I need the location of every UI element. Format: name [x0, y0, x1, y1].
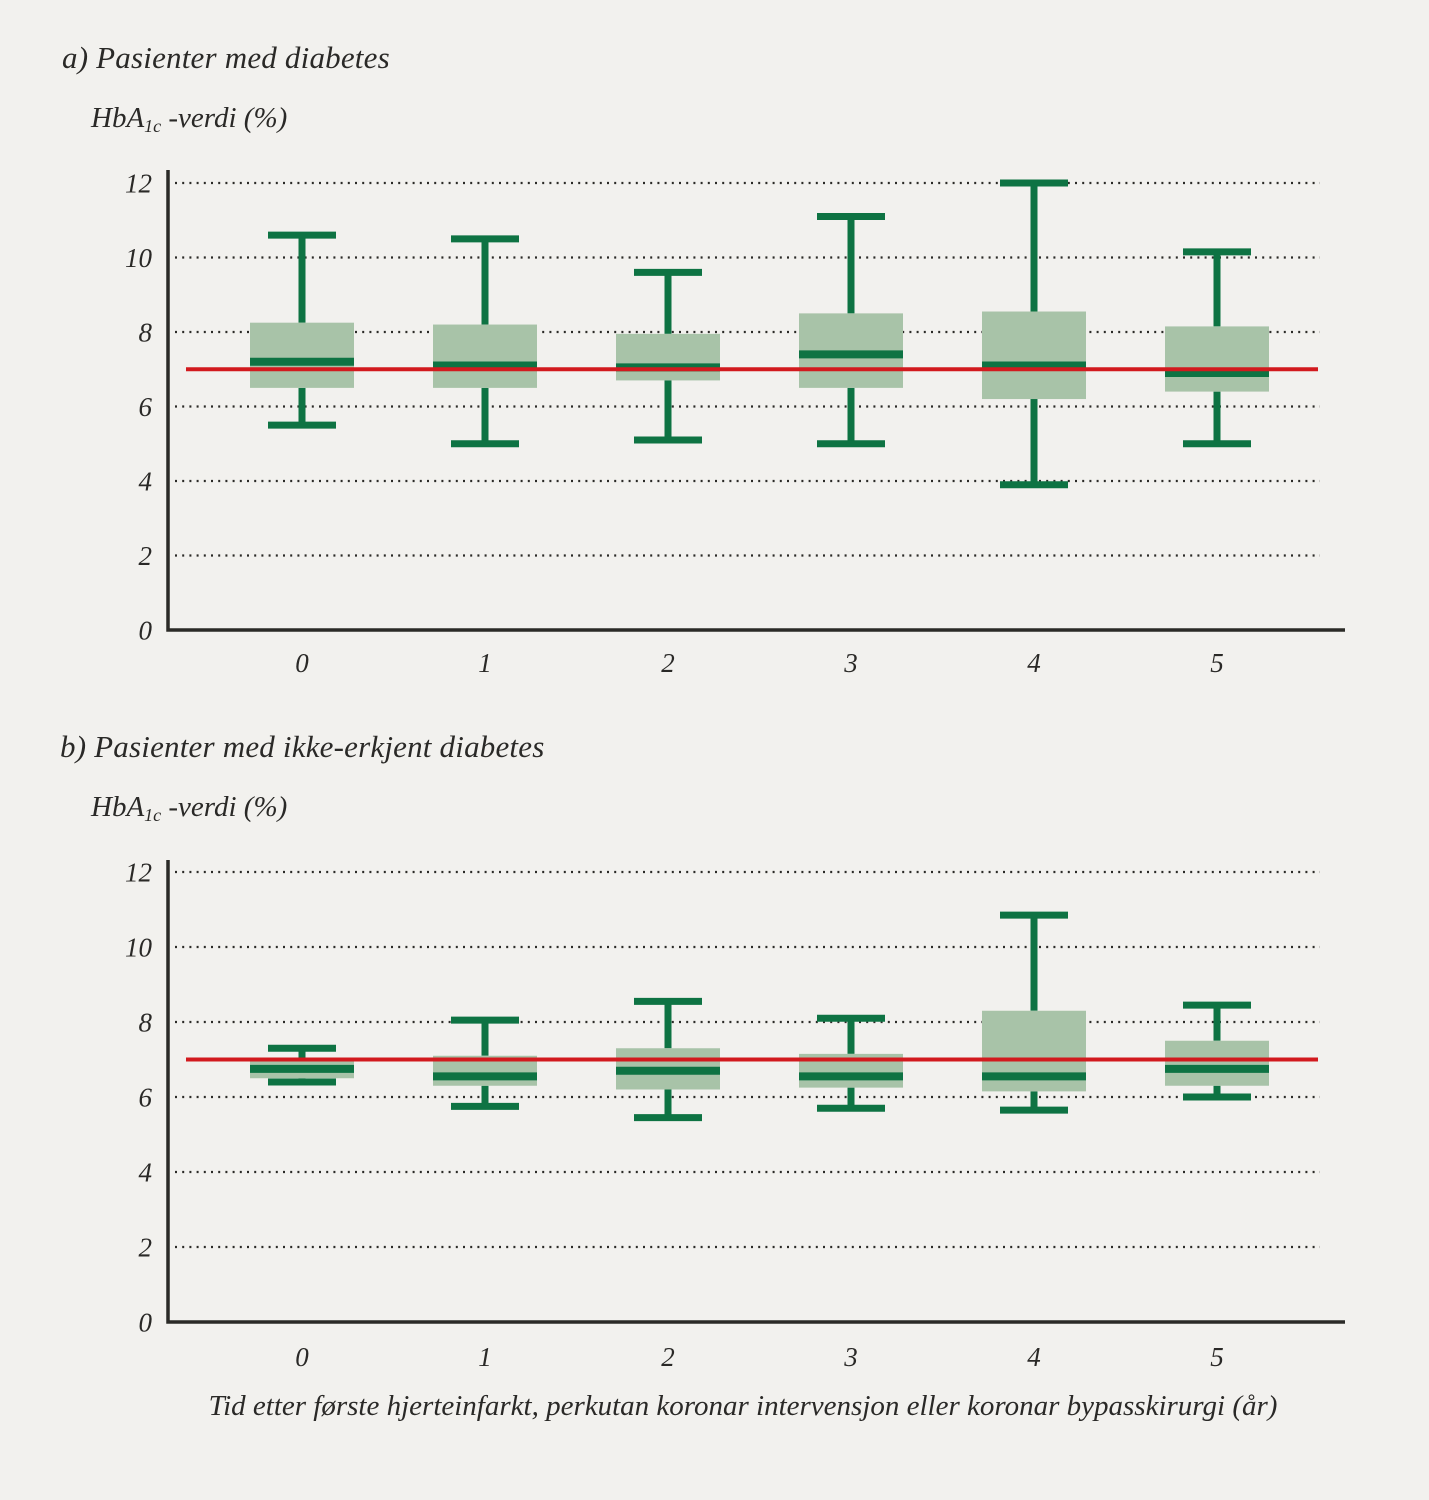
ylabel-subscript: 1c: [144, 805, 162, 826]
panel-b-ylabel: HbA1c -verdi (%): [91, 791, 288, 826]
y-tick-label: 6: [139, 1083, 153, 1113]
y-tick-label: 10: [125, 933, 153, 963]
x-tick-label: 1: [478, 1342, 492, 1372]
x-tick-label: 5: [1210, 648, 1224, 678]
y-tick-label: 2: [139, 541, 153, 571]
panel-a-title: a) Pasienter med diabetes: [62, 40, 390, 75]
y-tick-label: 8: [139, 318, 153, 348]
x-tick-label: 0: [295, 1342, 309, 1372]
panel-a-ylabel: HbA1c -verdi (%): [91, 102, 288, 137]
y-tick-label: 2: [139, 1233, 153, 1263]
y-tick-label: 0: [139, 1308, 153, 1338]
axis-line: [166, 170, 1345, 632]
iqr-box: [1165, 326, 1269, 392]
y-tick-label: 4: [139, 1158, 153, 1188]
iqr-box: [250, 322, 354, 388]
ylabel-text: -verdi (%): [161, 791, 288, 823]
x-axis-caption: Tid etter første hjerteinfarkt, perkutan…: [208, 1390, 1278, 1422]
y-tick-label: 12: [125, 858, 152, 888]
y-tick-label: 8: [139, 1008, 153, 1038]
y-tick-label: 0: [139, 616, 153, 646]
iqr-box: [433, 324, 537, 388]
y-tick-label: 12: [125, 169, 152, 199]
panel-b-title: b) Pasienter med ikke-erkjent diabetes: [60, 729, 545, 764]
y-tick-label: 10: [125, 243, 153, 273]
iqr-box: [1165, 1040, 1269, 1086]
y-tick-label: 4: [139, 467, 153, 497]
ylabel-text: -verdi (%): [161, 102, 288, 134]
x-tick-label: 5: [1210, 1342, 1224, 1372]
x-tick-label: 2: [661, 648, 675, 678]
y-tick-label: 6: [139, 392, 153, 422]
x-tick-label: 1: [478, 648, 492, 678]
x-tick-label: 2: [661, 1342, 675, 1372]
ylabel-subscript: 1c: [144, 116, 162, 137]
x-tick-label: 3: [843, 1342, 858, 1372]
axis-line: [166, 860, 1345, 1324]
ylabel-text: HbA: [91, 102, 145, 134]
x-tick-label: 4: [1027, 648, 1041, 678]
iqr-box: [616, 333, 720, 381]
x-tick-label: 3: [843, 648, 858, 678]
x-tick-label: 0: [295, 648, 309, 678]
iqr-box: [982, 311, 1086, 400]
x-tick-label: 4: [1027, 1342, 1041, 1372]
ylabel-text: HbA: [91, 791, 145, 823]
